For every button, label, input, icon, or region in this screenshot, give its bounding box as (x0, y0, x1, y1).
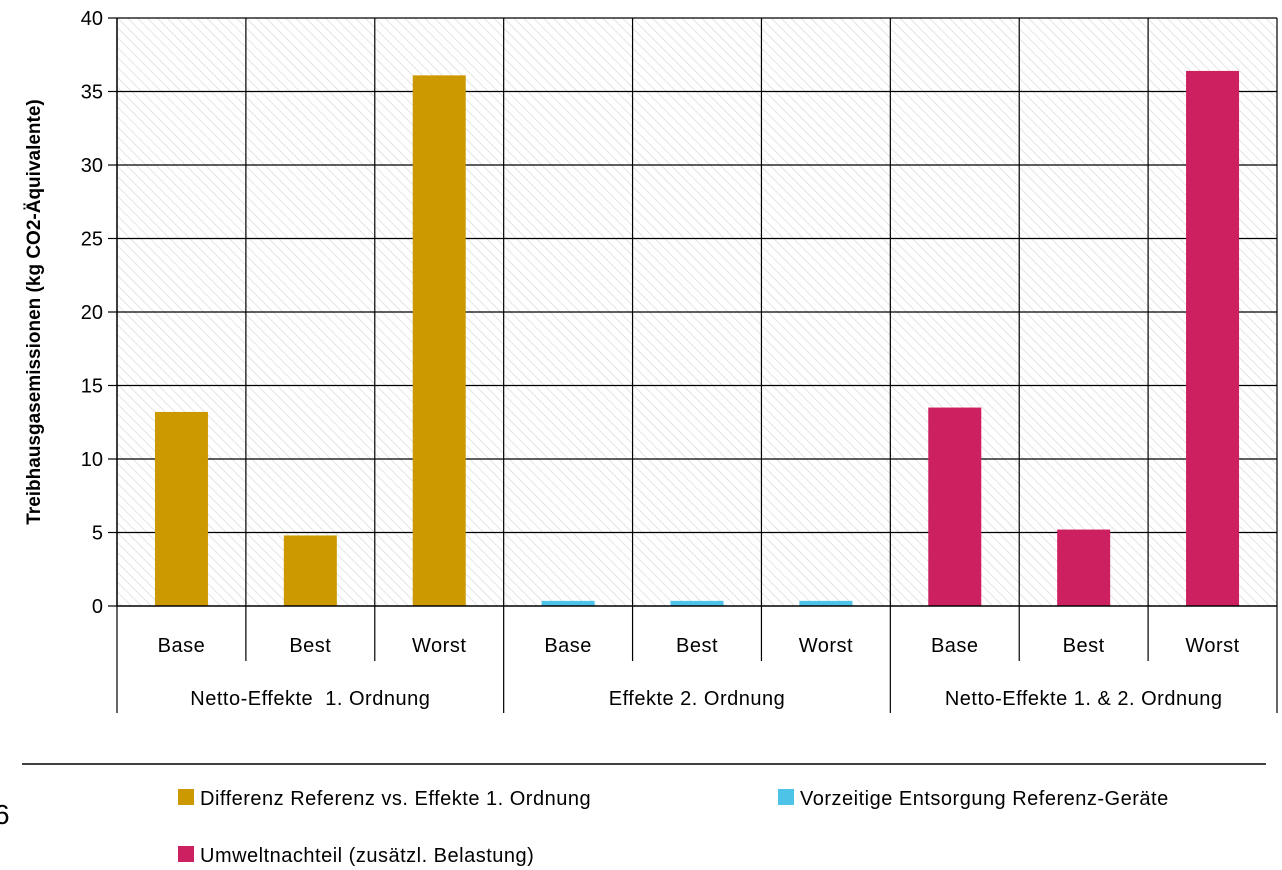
y-tick-label: 0 (92, 596, 103, 618)
x-group-label: Netto-Effekte 1. & 2. Ordnung (945, 688, 1223, 710)
bar (670, 600, 724, 606)
legend-label: Vorzeitige Entsorgung Referenz-Geräte (800, 788, 1169, 810)
bar (412, 75, 466, 606)
legend-swatch (178, 846, 194, 862)
legend-label: Differenz Referenz vs. Effekte 1. Ordnun… (200, 788, 591, 810)
x-tick-label: Base (544, 635, 592, 657)
x-tick-label: Best (1063, 635, 1105, 657)
bar (541, 600, 595, 606)
y-tick-label: 20 (81, 302, 103, 324)
y-axis-label: Treibhausgasemissionen (kg CO2-Äquivalen… (24, 99, 45, 525)
bar (154, 411, 208, 606)
legend-label: Umweltnachteil (zusätzl. Belastung) (200, 845, 534, 867)
bar (799, 600, 853, 606)
bar (1057, 529, 1111, 606)
x-tick-label: Worst (412, 635, 466, 657)
x-group-label: Effekte 2. Ordnung (609, 688, 786, 710)
y-tick-label: 15 (81, 376, 103, 398)
y-tick-label: 10 (81, 449, 103, 471)
x-tick-label: Best (289, 635, 331, 657)
x-tick-label: Base (931, 635, 979, 657)
x-tick-label: Base (158, 635, 206, 657)
y-tick-label: 25 (81, 229, 103, 251)
bar (283, 535, 337, 606)
legend-swatch (178, 789, 194, 805)
y-tick-label: 30 (81, 155, 103, 177)
page-marker: 6 (0, 799, 10, 830)
x-tick-label: Worst (799, 635, 853, 657)
x-group-label: Netto-Effekte 1. Ordnung (190, 688, 430, 710)
y-tick-label: 5 (92, 523, 103, 545)
x-tick-label: Worst (1185, 635, 1239, 657)
y-tick-label: 35 (81, 82, 103, 104)
bar (1186, 70, 1240, 607)
y-tick-label: 40 (81, 8, 103, 30)
legend-swatch (778, 789, 794, 805)
x-tick-label: Best (676, 635, 718, 657)
bar (928, 407, 982, 606)
